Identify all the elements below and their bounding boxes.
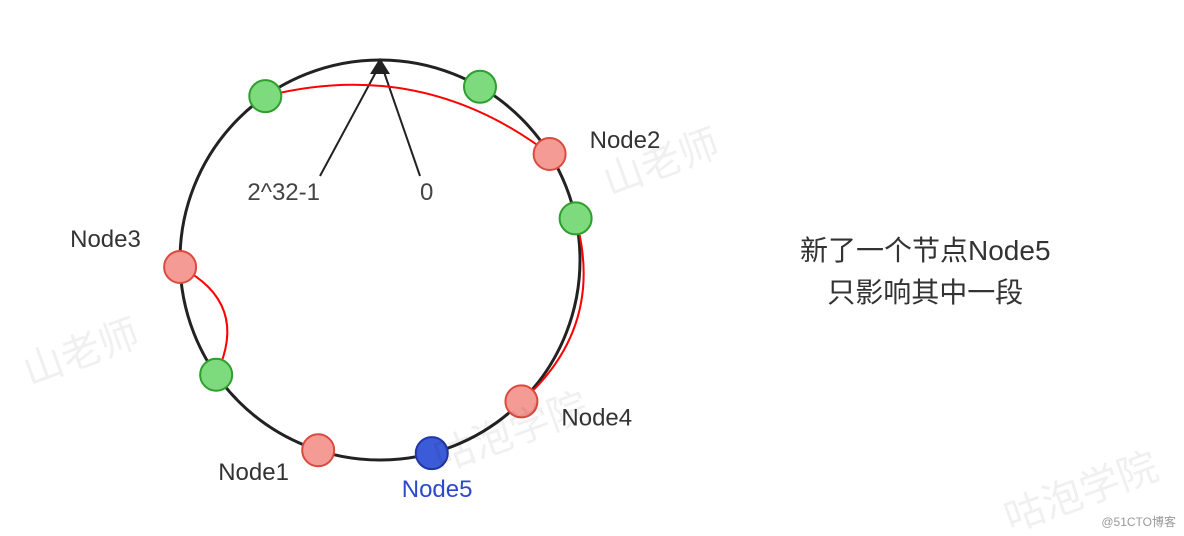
node-node1 xyxy=(302,434,334,466)
label-max: 2^32-1 xyxy=(247,179,320,206)
diagram-stage: 2^32-1 0 Node2 Node4 Node5 Node1 Node3 新了一个节点N… xyxy=(0,0,1184,536)
node-node4 xyxy=(505,385,537,417)
explanation-line-2: 只影响其中一段 xyxy=(800,272,1051,314)
node-g3 xyxy=(200,359,232,391)
node-label-node2: Node2 xyxy=(590,127,661,154)
node-g2 xyxy=(560,202,592,234)
explanation-text: 新了一个节点Node5 只影响其中一段 xyxy=(800,230,1051,314)
node-node3 xyxy=(164,251,196,283)
node-label-node3: Node3 xyxy=(70,226,141,253)
node-node2 xyxy=(534,138,566,170)
label-zero: 0 xyxy=(420,179,433,206)
node-node5 xyxy=(416,437,448,469)
footer-watermark: @51CTO博客 xyxy=(1101,513,1176,530)
origin-line-left xyxy=(320,72,376,176)
node-label-node1: Node1 xyxy=(218,459,289,486)
node-label-node5: Node5 xyxy=(402,476,473,503)
explanation-line-1: 新了一个节点Node5 xyxy=(800,230,1051,272)
node-g4 xyxy=(249,80,281,112)
node-g1 xyxy=(464,71,496,103)
mapping-arrow-0 xyxy=(265,85,549,154)
node-label-node4: Node4 xyxy=(561,404,632,431)
